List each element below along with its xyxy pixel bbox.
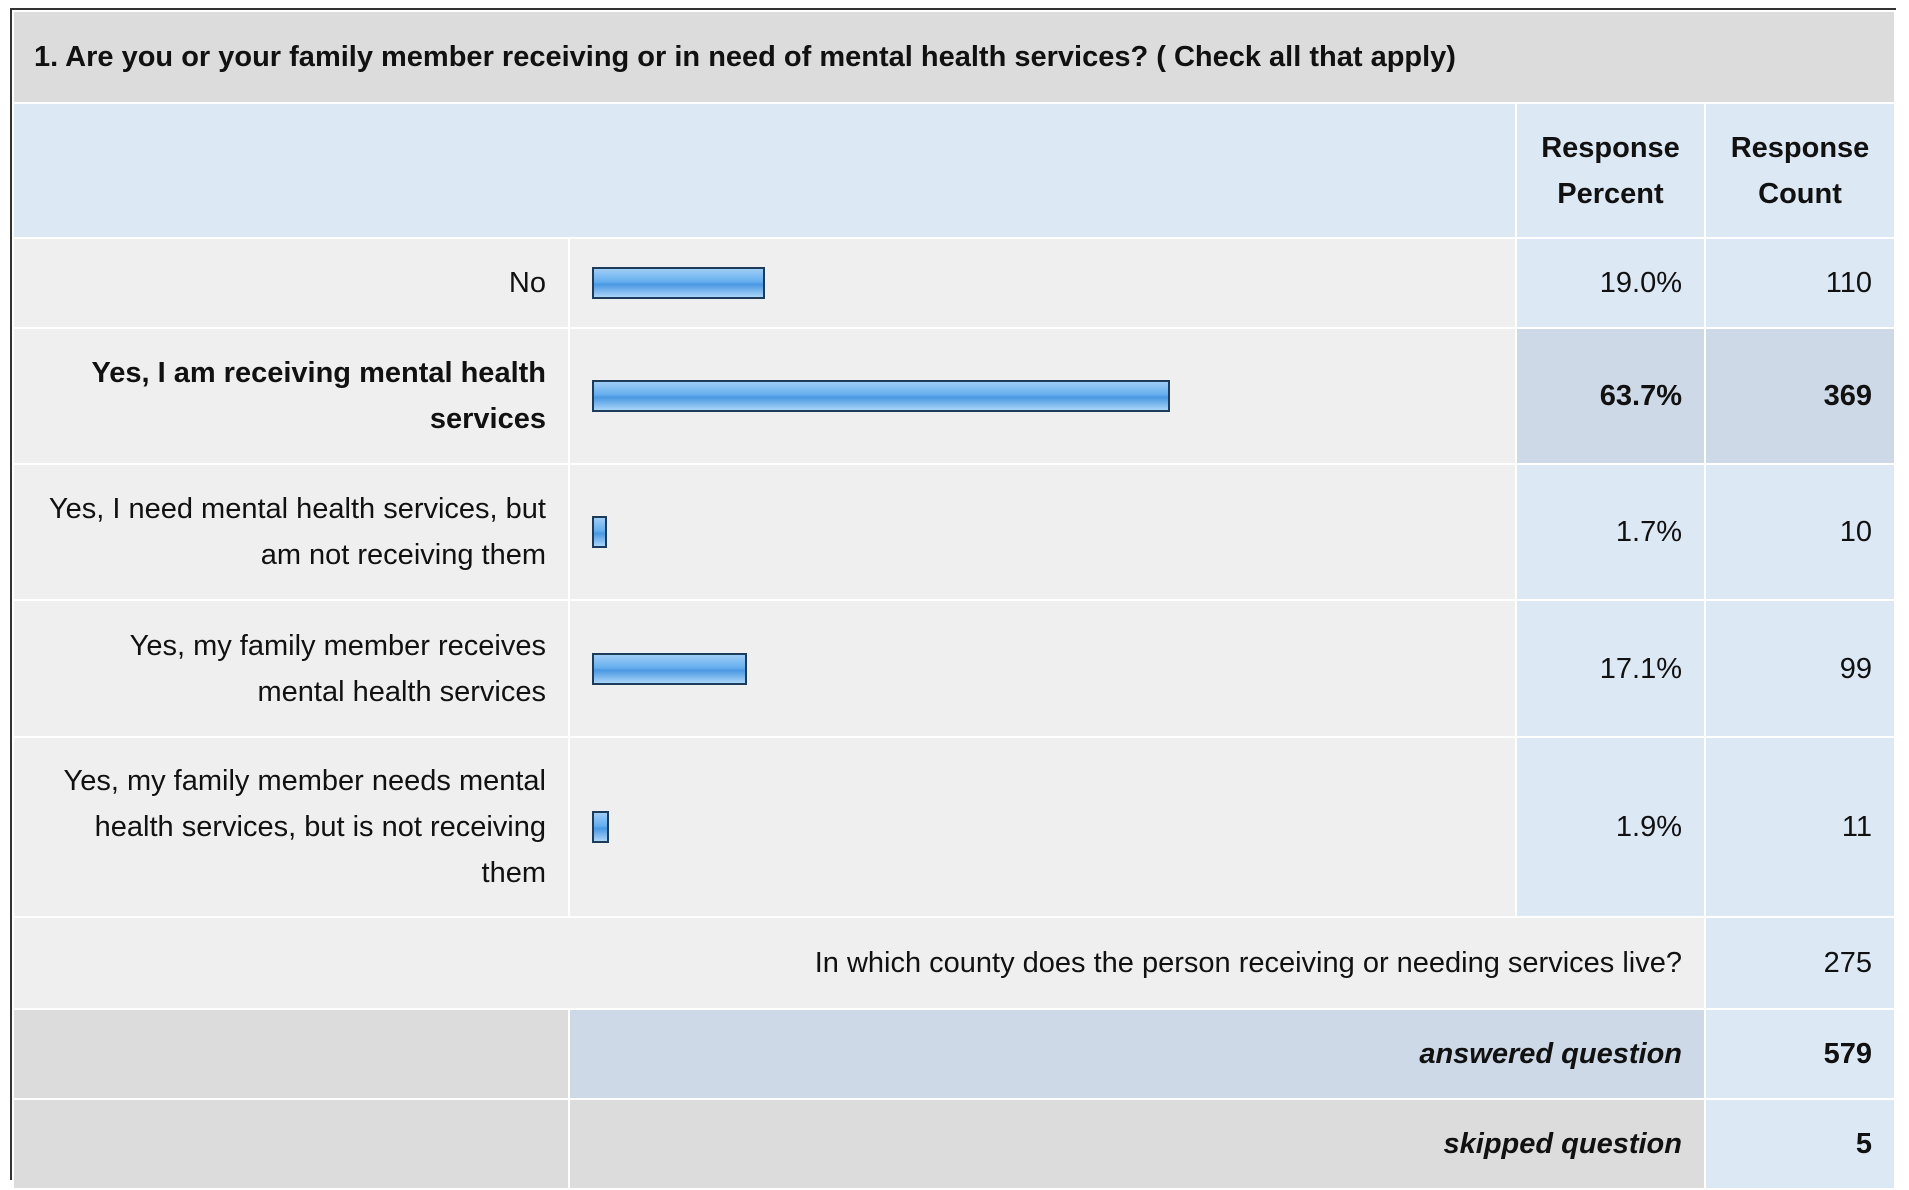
answered-count: 579 — [1703, 1008, 1897, 1100]
response-count: 110 — [1703, 237, 1897, 329]
count-header: Response Count — [1703, 102, 1897, 239]
results-table: 1. Are you or your family member receivi… — [11, 10, 1897, 1190]
percent-bar — [592, 267, 765, 299]
skipped-count: 5 — [1703, 1098, 1897, 1190]
response-percent: 17.1% — [1515, 599, 1706, 738]
response-label: Yes, my family member receives mental he… — [12, 599, 570, 738]
header-row: Response Percent Response Count — [12, 102, 1897, 239]
answered-label: answered question — [568, 1008, 1706, 1100]
bar-cell — [568, 599, 1517, 738]
response-percent: 19.0% — [1515, 237, 1706, 329]
percent-bar — [592, 652, 748, 685]
bar-cell — [568, 463, 1517, 601]
percent-bar — [592, 811, 610, 843]
percent-bar — [592, 516, 608, 548]
response-row: Yes, I am receiving mental health servic… — [12, 327, 1897, 465]
response-row: Yes, my family member needs mental healt… — [12, 736, 1897, 918]
response-label: Yes, I need mental health services, but … — [12, 463, 570, 601]
response-row: No 19.0% 110 — [12, 237, 1897, 329]
bar-cell — [568, 327, 1517, 465]
bar-cell — [568, 736, 1517, 918]
response-label: Yes, my family member needs mental healt… — [12, 736, 570, 918]
response-count: 99 — [1703, 599, 1897, 738]
response-percent: 63.7% — [1515, 327, 1706, 465]
question-title: 1. Are you or your family member receivi… — [11, 10, 1897, 104]
county-count: 275 — [1703, 916, 1897, 1010]
county-row: In which county does the person receivin… — [12, 916, 1897, 1010]
response-row: Yes, I need mental health services, but … — [12, 463, 1897, 601]
percent-header: Response Percent — [1515, 102, 1706, 239]
response-count: 10 — [1703, 463, 1897, 601]
skipped-row: skipped question 5 — [12, 1098, 1897, 1190]
bar-cell — [568, 237, 1517, 329]
response-row: Yes, my family member receives mental he… — [12, 599, 1897, 738]
survey-panel: 1. Are you or your family member receivi… — [10, 8, 1897, 1190]
response-percent: 1.9% — [1515, 736, 1706, 918]
answered-blank — [12, 1008, 570, 1100]
skipped-label: skipped question — [568, 1098, 1706, 1190]
percent-bar — [592, 380, 1171, 412]
response-percent: 1.7% — [1515, 463, 1706, 601]
response-label: Yes, I am receiving mental health servic… — [12, 327, 570, 465]
header-blank — [12, 102, 1517, 239]
response-label: No — [12, 237, 570, 329]
response-count: 11 — [1703, 736, 1897, 918]
skipped-blank — [12, 1098, 570, 1190]
county-label: In which county does the person receivin… — [12, 916, 1706, 1010]
response-count: 369 — [1703, 327, 1897, 465]
title-row: 1. Are you or your family member receivi… — [11, 10, 1897, 104]
answered-row: answered question 579 — [12, 1008, 1897, 1100]
